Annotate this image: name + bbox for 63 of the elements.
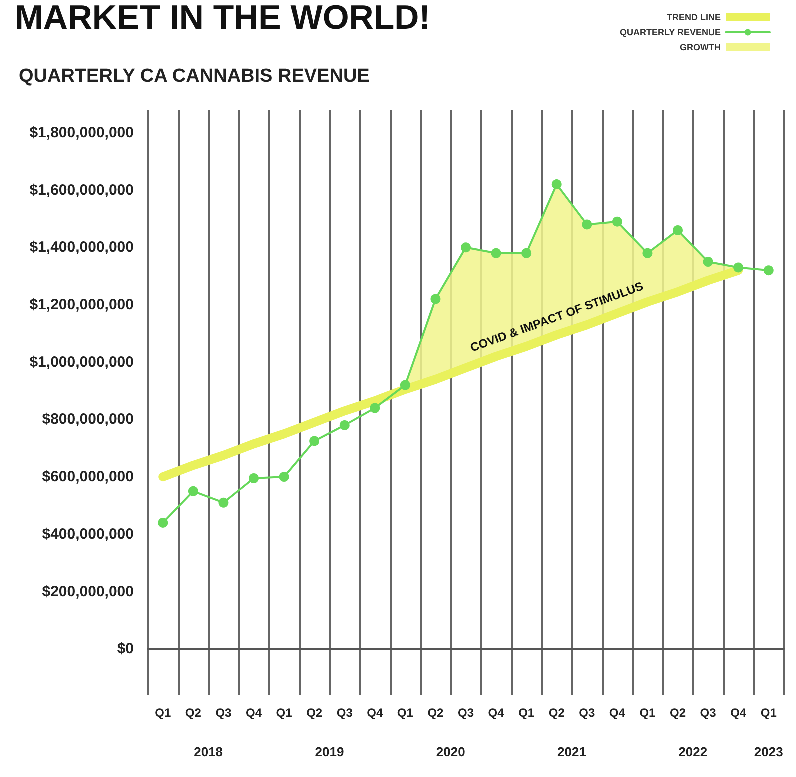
point xyxy=(552,180,562,190)
y-tick-label: $1,800,000,000 xyxy=(30,124,134,142)
point xyxy=(491,248,502,258)
chart-title: MARKET IN THE WORLD! xyxy=(15,0,431,37)
legend-label: QUARTERLY REVENUE xyxy=(620,28,721,38)
x-tick-label: Q1 xyxy=(276,706,293,720)
x-tick-label: Q3 xyxy=(336,706,354,720)
point xyxy=(158,518,168,528)
text: 2022 xyxy=(678,744,708,760)
text: 2020 xyxy=(436,744,466,760)
point xyxy=(703,256,714,267)
y-tick-label: $0 xyxy=(117,640,134,658)
x-tick-label: Q4 xyxy=(730,706,747,720)
x-tick-label: Q3 xyxy=(700,706,717,720)
point xyxy=(400,380,410,390)
x-tick-label: Q2 xyxy=(670,706,686,720)
x-tick-label: Q3 xyxy=(579,706,596,720)
point xyxy=(734,262,744,273)
y-tick-label: $1,000,000,000 xyxy=(30,354,134,371)
legend-label: GROWTH xyxy=(680,42,721,52)
point xyxy=(218,498,229,508)
text: 2021 xyxy=(558,744,586,760)
point xyxy=(612,216,622,227)
point xyxy=(249,473,259,484)
x-tick-label: Q1 xyxy=(518,706,535,720)
point xyxy=(430,294,441,304)
point xyxy=(188,486,198,496)
x-tick-label: Q4 xyxy=(609,706,626,720)
text: 2019 xyxy=(315,744,344,760)
point xyxy=(764,266,774,276)
point xyxy=(642,248,653,258)
x-tick-label: Q1 xyxy=(760,706,778,720)
chart-subtitle: QUARTERLY CA CANNABIS REVENUE xyxy=(19,66,370,87)
x-tick-label: Q2 xyxy=(428,706,444,720)
x-tick-label: Q4 xyxy=(488,706,505,720)
point xyxy=(461,242,471,253)
x-tick-label: Q2 xyxy=(306,706,323,720)
y-tick-label: $600,000,000 xyxy=(42,468,134,486)
x-tick-label: Q2 xyxy=(548,706,566,720)
x-tick-label: Q4 xyxy=(246,706,262,720)
point xyxy=(340,420,350,430)
y-tick-label: $400,000,000 xyxy=(42,526,134,543)
point xyxy=(370,403,380,414)
point xyxy=(582,220,592,230)
x-tick-label: Q1 xyxy=(640,706,656,720)
text: 2018 xyxy=(194,744,224,760)
x-tick-label: Q2 xyxy=(185,706,202,720)
point xyxy=(673,225,683,236)
x-tick-label: Q3 xyxy=(216,706,232,720)
x-tick-label: Q1 xyxy=(397,706,414,720)
point xyxy=(522,248,532,258)
y-tick-label: $1,200,000,000 xyxy=(30,296,134,314)
x-tick-label: Q1 xyxy=(155,706,172,720)
y-tick-label: $200,000,000 xyxy=(42,583,134,600)
y-tick-label: $1,400,000,000 xyxy=(30,239,134,256)
text: 2023 xyxy=(754,744,784,760)
x-tick-label: Q3 xyxy=(458,706,474,720)
point xyxy=(310,436,320,446)
y-tick-label: $1,600,000,000 xyxy=(30,182,134,199)
point xyxy=(279,472,290,482)
legend-label: TREND LINE xyxy=(667,12,721,22)
x-tick-label: Q4 xyxy=(367,706,384,720)
y-tick-label: $800,000,000 xyxy=(42,411,134,428)
